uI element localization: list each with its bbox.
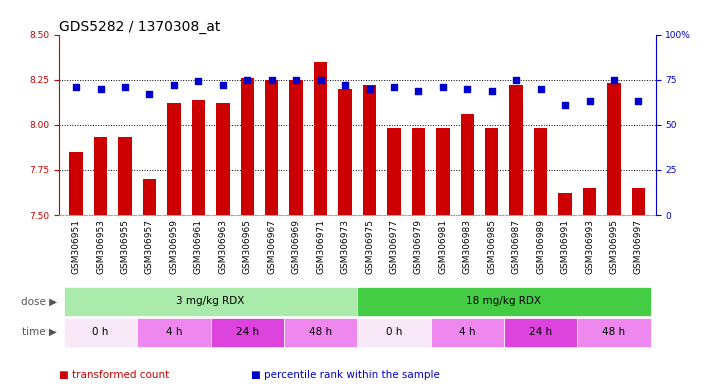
Point [437,84,449,90]
Bar [485,128,498,215]
Text: GSM306961: GSM306961 [194,218,203,273]
Bar [504,318,577,347]
Text: GSM306995: GSM306995 [609,218,619,273]
Text: GSM306971: GSM306971 [316,218,325,273]
Point [242,77,253,83]
Text: 48 h: 48 h [309,327,332,337]
Text: GSM306953: GSM306953 [96,218,105,273]
Text: GSM306991: GSM306991 [560,218,570,273]
Bar [358,287,651,316]
Text: 24 h: 24 h [236,327,259,337]
Bar [358,318,431,347]
Bar [607,83,621,215]
Point [388,84,400,90]
Text: 0 h: 0 h [92,327,109,337]
Text: 48 h: 48 h [602,327,626,337]
Point [609,77,620,83]
Text: 0 h: 0 h [386,327,402,337]
Bar [210,318,284,347]
Text: ■ percentile rank within the sample: ■ percentile rank within the sample [251,370,440,380]
Bar [387,128,401,215]
Point [339,82,351,88]
Bar [431,318,504,347]
Bar [631,188,645,215]
Text: ■ transformed count: ■ transformed count [59,370,169,380]
Point [119,84,131,90]
Text: GSM306969: GSM306969 [292,218,301,273]
Point [633,98,644,104]
Bar [192,99,205,215]
Bar [314,62,327,215]
Text: GSM306963: GSM306963 [218,218,228,273]
Bar [461,114,474,215]
Text: 18 mg/kg RDX: 18 mg/kg RDX [466,296,542,306]
Text: 24 h: 24 h [529,327,552,337]
Bar [577,318,651,347]
Bar [436,128,449,215]
Bar [510,85,523,215]
Bar [70,152,83,215]
Text: dose ▶: dose ▶ [21,296,57,306]
Bar [240,78,254,215]
Bar [412,128,425,215]
Point [364,86,375,92]
Text: GSM306989: GSM306989 [536,218,545,273]
Text: GSM306993: GSM306993 [585,218,594,273]
Point [70,84,82,90]
Bar [289,80,303,215]
Point [486,88,498,94]
Text: GSM306959: GSM306959 [169,218,178,273]
Bar [583,188,597,215]
Text: GSM306977: GSM306977 [390,218,398,273]
Text: GSM306973: GSM306973 [341,218,350,273]
Bar [265,80,279,215]
Bar [363,85,376,215]
Point [510,77,522,83]
Text: GSM306997: GSM306997 [634,218,643,273]
Text: GSM306979: GSM306979 [414,218,423,273]
Point [560,102,571,108]
Bar [64,287,358,316]
Bar [118,137,132,215]
Text: GSM306967: GSM306967 [267,218,276,273]
Text: GSM306975: GSM306975 [365,218,374,273]
Bar [137,318,210,347]
Bar [64,318,137,347]
Text: GSM306981: GSM306981 [439,218,447,273]
Text: GSM306985: GSM306985 [487,218,496,273]
Point [584,98,595,104]
Text: GSM306983: GSM306983 [463,218,472,273]
Text: 4 h: 4 h [166,327,182,337]
Text: 4 h: 4 h [459,327,476,337]
Text: time ▶: time ▶ [22,327,57,337]
Text: GSM306957: GSM306957 [145,218,154,273]
Point [217,82,228,88]
Point [461,86,473,92]
Point [315,77,326,83]
Point [412,88,424,94]
Text: GDS5282 / 1370308_at: GDS5282 / 1370308_at [59,20,220,33]
Bar [143,179,156,215]
Bar [534,128,547,215]
Point [535,86,546,92]
Bar [94,137,107,215]
Text: GSM306955: GSM306955 [121,218,129,273]
Point [144,91,155,97]
Point [291,77,302,83]
Point [193,78,204,84]
Text: GSM306965: GSM306965 [242,218,252,273]
Bar [558,194,572,215]
Bar [167,103,181,215]
Bar [216,103,230,215]
Point [169,82,180,88]
Point [95,86,106,92]
Text: GSM306987: GSM306987 [512,218,520,273]
Point [266,77,277,83]
Text: GSM306951: GSM306951 [72,218,80,273]
Bar [338,89,352,215]
Bar [284,318,358,347]
Text: 3 mg/kg RDX: 3 mg/kg RDX [176,296,245,306]
